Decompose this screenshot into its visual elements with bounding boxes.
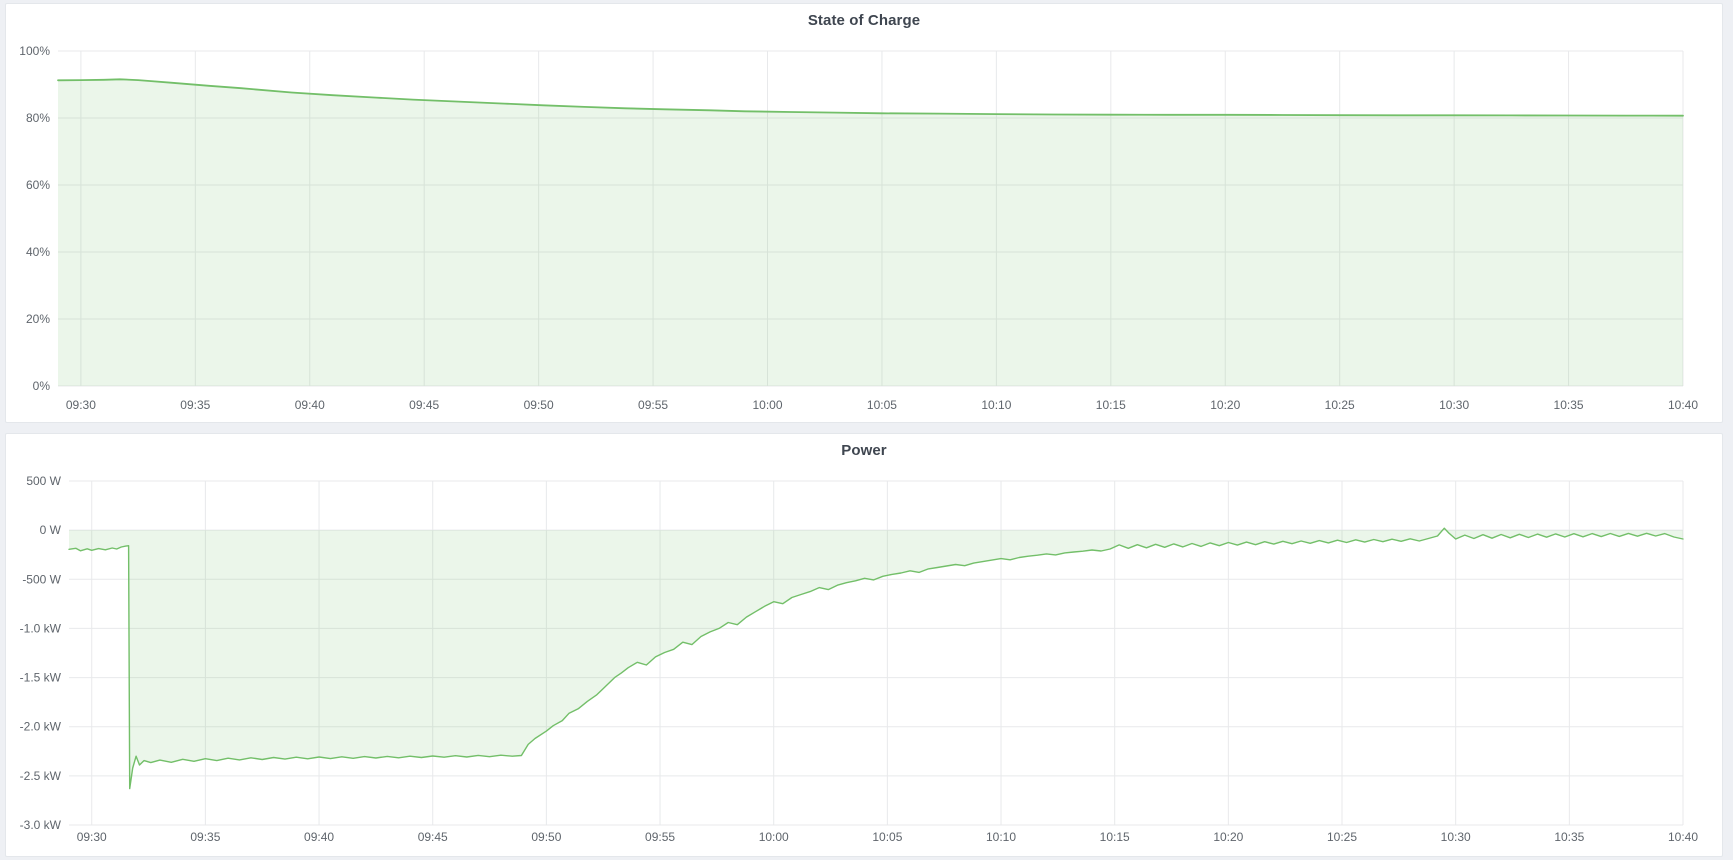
power-x-tick-label: 09:50 [531,830,561,844]
soc-x-tick-label: 10:05 [867,398,897,412]
power-y-tick-label: 0 W [40,523,62,537]
power-chart[interactable]: 500 W 0 W -500 W -1.0 kW -1.5 kW -2.0 kW -2.5 … [6,434,1722,856]
power-x-tick-label: 10:10 [986,830,1016,844]
soc-x-tick-label: 09:35 [180,398,210,412]
power-x-tick-label: 10:05 [872,830,902,844]
power-y-tick-label: -2.0 kW [20,720,62,734]
power-y-tick-label: 500 W [26,474,61,488]
power-grid [69,480,1684,826]
power-x-tick-label: 10:00 [759,830,789,844]
soc-y-tick-label: 80% [26,111,50,125]
soc-x-tick-label: 09:30 [66,398,96,412]
power-x-tick-label: 10:35 [1554,830,1584,844]
power-x-tick-label: 09:55 [645,830,675,844]
power-x-tick-label: 10:30 [1441,830,1471,844]
power-x-tick-label: 10:15 [1100,830,1130,844]
soc-x-tick-label: 10:35 [1554,398,1584,412]
soc-x-tick-label: 10:15 [1096,398,1126,412]
power-panel: Power 500 W 0 W -500 W -1.0 kW -1.5 kW -2.0 k… [5,433,1723,857]
soc-y-tick-label: 100% [19,44,50,58]
soc-axis-labels: 100% 80% 60% 40% 20% 0% 09:30 09:35 09:40 09:45 09… [19,44,1698,412]
power-x-tick-label: 09:40 [304,830,334,844]
soc-x-tick-label: 10:40 [1668,398,1698,412]
soc-x-tick-label: 10:25 [1325,398,1355,412]
soc-x-tick-label: 09:40 [295,398,325,412]
soc-y-tick-label: 0% [33,379,51,393]
soc-series-line [57,78,1684,117]
power-x-tick-label: 10:25 [1327,830,1357,844]
soc-x-tick-label: 09:50 [524,398,554,412]
power-series-line [68,527,1684,790]
soc-y-tick-label: 40% [26,245,50,259]
power-y-tick-label: -1.0 kW [20,621,62,635]
state-of-charge-panel: State of Charge 100% 80% 60% 40% 20% 0% 09:30 0… [5,3,1723,423]
soc-y-tick-label: 60% [26,178,50,192]
power-axis-labels: 500 W 0 W -500 W -1.0 kW -1.5 kW -2.0 kW -2.5 … [20,474,1699,844]
soc-x-tick-label: 10:30 [1439,398,1469,412]
power-area-fill [69,528,1683,789]
state-of-charge-chart[interactable]: 100% 80% 60% 40% 20% 0% 09:30 09:35 09:40 09:45 09… [6,4,1722,422]
power-y-tick-label: -3.0 kW [20,818,62,832]
power-x-tick-label: 10:20 [1213,830,1243,844]
power-y-tick-label: -500 W [22,572,61,586]
soc-grid [58,50,1684,387]
power-y-tick-label: -2.5 kW [20,769,62,783]
power-x-tick-label: 09:35 [190,830,220,844]
soc-x-tick-label: 10:10 [981,398,1011,412]
soc-x-tick-label: 10:00 [752,398,782,412]
power-y-tick-label: -1.5 kW [20,671,62,685]
power-panel-title[interactable]: Power [841,442,887,459]
power-x-tick-label: 09:30 [77,830,107,844]
state-of-charge-panel-title[interactable]: State of Charge [807,12,921,29]
soc-area-fill [58,79,1683,387]
soc-x-tick-label: 09:55 [638,398,668,412]
soc-x-tick-label: 09:45 [409,398,439,412]
soc-x-tick-label: 10:20 [1210,398,1240,412]
power-x-tick-label: 10:40 [1668,830,1698,844]
power-x-tick-label: 09:45 [418,830,448,844]
soc-y-tick-label: 20% [26,312,50,326]
